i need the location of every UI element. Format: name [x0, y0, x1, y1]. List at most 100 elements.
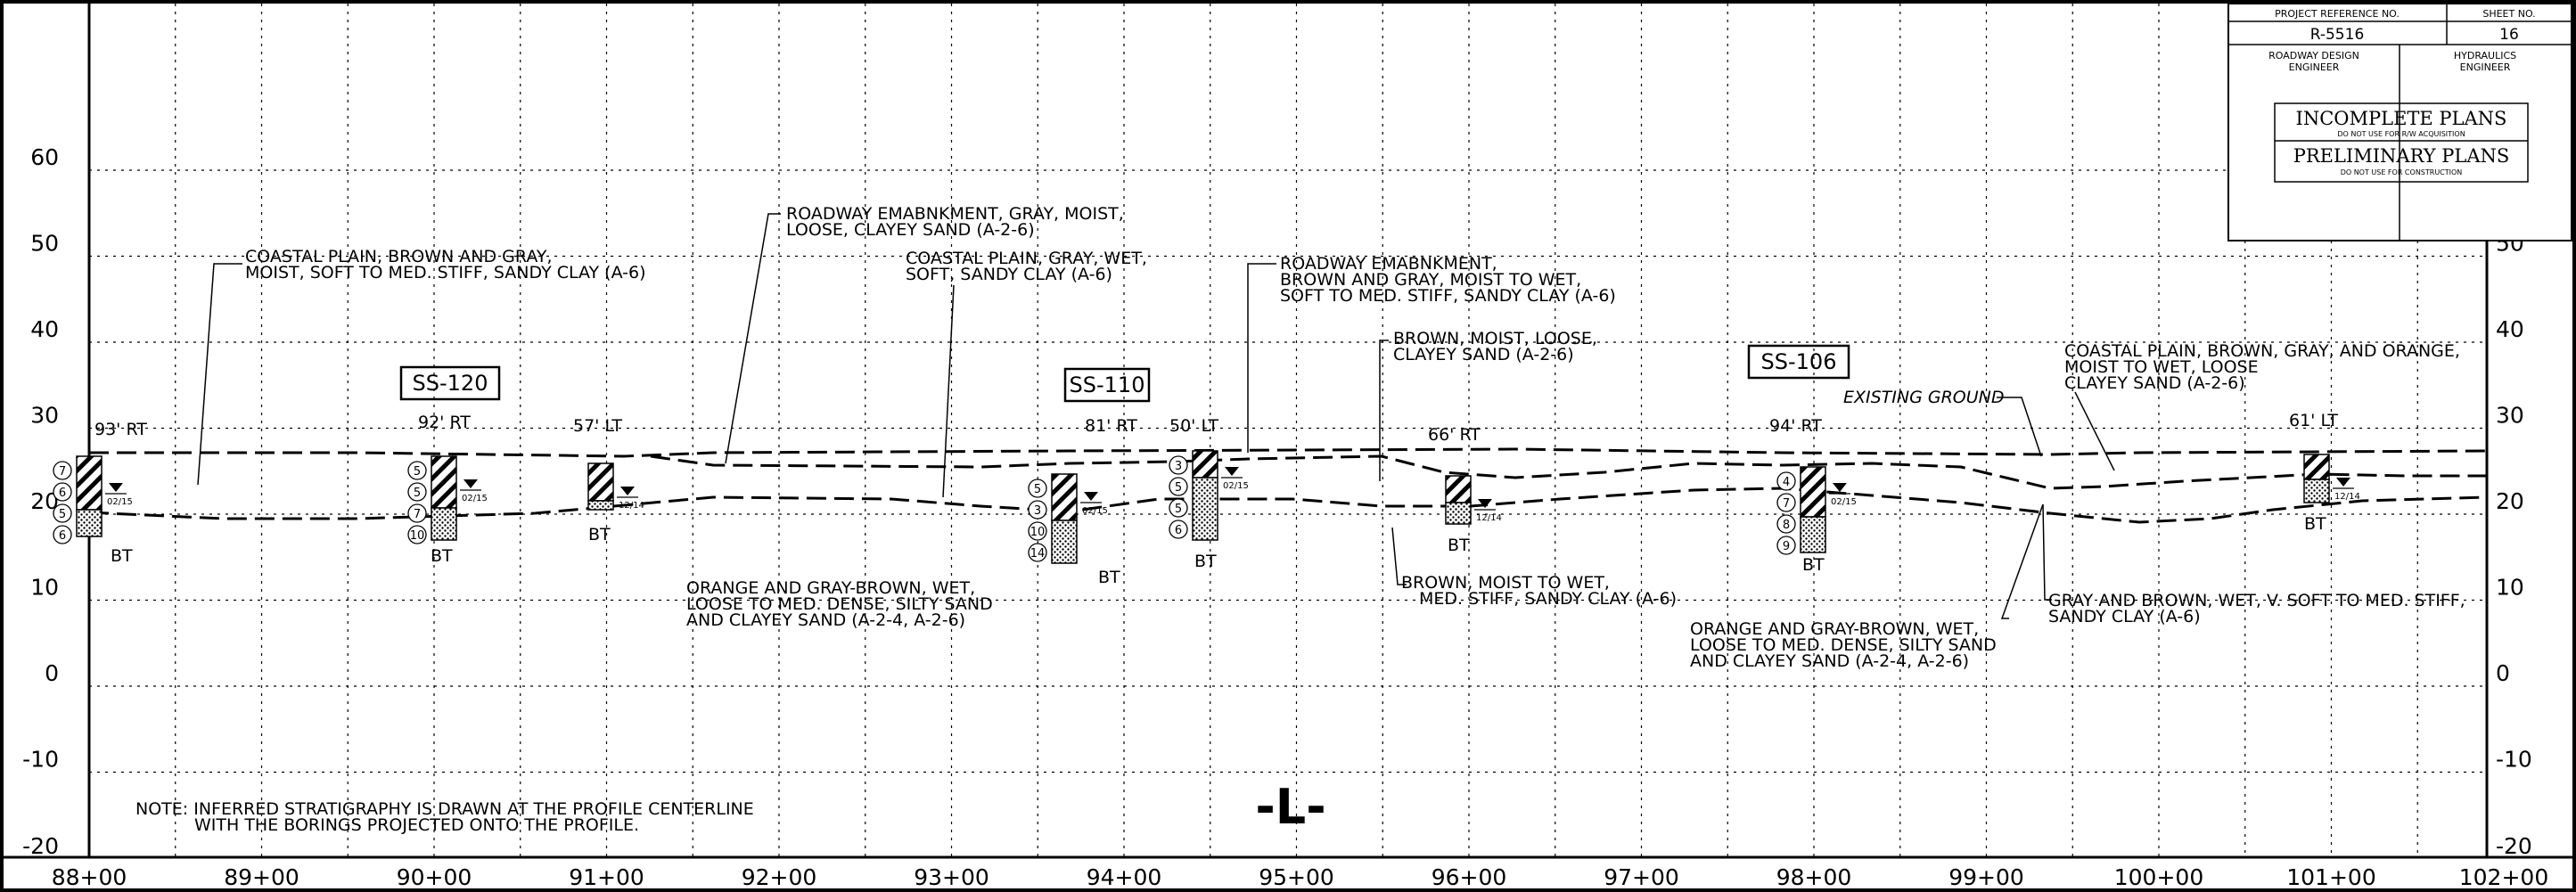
existing-ground-label: EXISTING GROUND	[1843, 388, 2005, 407]
water-table-date: 12/14	[1476, 513, 1502, 523]
water-table-marker	[1225, 467, 1239, 476]
elevation-label-left: 50	[30, 231, 59, 257]
boring-log: 12/14	[587, 462, 644, 511]
blow-count-circle	[53, 461, 72, 480]
station-label: 88+00	[52, 864, 127, 890]
blow-count-circle	[1169, 520, 1188, 539]
blow-count-circle	[1169, 498, 1188, 518]
embankment-bottom-line	[650, 454, 2487, 490]
station-label: 94+00	[1087, 864, 1162, 890]
station-label: 90+00	[397, 864, 472, 890]
hydraulics-label: HYDRAULICS ENGINEER	[2454, 50, 2516, 73]
station-labels: 88+00 89+00 90+00 91+00 92+00 93+00 94+00 95+00…	[52, 864, 2549, 890]
offset-label: 93' RT	[94, 420, 147, 439]
blow-count-value: 5	[1175, 503, 1182, 516]
offset-label: 81' RT	[1085, 416, 1137, 436]
blow-count-value: 5	[59, 508, 66, 521]
incomplete-plans-stamp: INCOMPLETE PLANS	[2296, 108, 2507, 129]
station-label: 98+00	[1776, 864, 1852, 890]
blow-count-value: 6	[1175, 524, 1182, 537]
water-table-date: 02/15	[1223, 481, 1249, 491]
boring-stratum	[1192, 477, 1218, 541]
boring-log: 02/15 7 6 5 6	[53, 455, 133, 544]
bt-label: BT	[2304, 514, 2326, 534]
blow-count-value: 3	[1175, 460, 1182, 473]
elevation-label-left: 30	[30, 403, 59, 429]
boring-log: 02/15 4 7 8 9	[1776, 466, 1857, 555]
offset-label: 92' RT	[418, 413, 471, 432]
blow-count-value: 5	[1034, 483, 1041, 496]
note-roadway-embankment-gray: ROADWAY EMABNKMENT, GRAY, MOIST, LOOSE, C…	[786, 204, 1124, 240]
station-label: 92+00	[742, 864, 817, 890]
station-label: 102+00	[2459, 864, 2548, 890]
bt-label: BT	[431, 546, 453, 566]
blow-count-value: 10	[410, 529, 425, 543]
boring-stratum	[2303, 454, 2330, 480]
offset-label: 66' RT	[1428, 425, 1481, 445]
blow-count-value: 5	[1175, 481, 1182, 495]
profile-grid	[89, 4, 2487, 857]
boring-stratum	[1445, 475, 1472, 503]
blow-count-value: 7	[59, 465, 66, 479]
boring-stratum	[1192, 450, 1218, 479]
boring-stratum	[1051, 473, 1078, 521]
blow-count-value: 7	[414, 508, 421, 521]
incomplete-plans-sub: DO NOT USE FOR R/W ACQUISITION	[2337, 130, 2465, 138]
blow-count-value: 4	[1783, 476, 1790, 489]
elevation-label-right: 40	[2496, 316, 2524, 342]
blow-count-circle	[1776, 514, 1796, 534]
blow-count-circle	[53, 525, 72, 544]
blow-count-value: 5	[414, 487, 421, 500]
roadway-design-label: ROADWAY DESIGN ENGINEER	[2268, 50, 2359, 73]
boring-stratum	[76, 455, 103, 511]
blow-count-circle	[407, 461, 427, 480]
water-table-date: 02/15	[462, 494, 488, 503]
boring-stratum	[587, 500, 614, 511]
station-label: 100+00	[2114, 864, 2203, 890]
station-label: 96+00	[1432, 864, 1507, 890]
general-note: NOTE: INFERRED STRATIGRAPHY IS DRAWN AT …	[135, 799, 754, 835]
water-table-marker	[1478, 499, 1492, 508]
offset-label: 50' LT	[1169, 416, 1218, 436]
elevation-label-left: 40	[30, 316, 59, 342]
bt-label: BT	[1194, 552, 1217, 571]
offset-label: 57' LT	[573, 416, 622, 436]
blow-count-circle	[1169, 455, 1188, 475]
blow-count-circle	[1169, 477, 1188, 496]
water-table-marker	[620, 487, 635, 495]
elevation-label-right: 10	[2496, 575, 2524, 601]
station-label: 93+00	[914, 864, 989, 890]
elevation-label-right: 30	[2496, 403, 2524, 429]
blow-count-circle	[1776, 536, 1796, 555]
blow-count-circle	[53, 482, 72, 502]
bt-label: BT	[1448, 536, 1470, 555]
note-orange-gray-brown-1: ORANGE AND GRAY-BROWN, WET, LOOSE TO MED.…	[686, 578, 993, 630]
boring-stratum	[431, 455, 457, 509]
blow-count-value: 10	[1030, 526, 1046, 539]
boring-id-boxes: SS-120 SS-110 SS-106	[399, 344, 1850, 403]
water-table-date: 02/15	[1082, 506, 1108, 516]
boring-log: 02/15 3 5 5 6	[1169, 450, 1249, 541]
blow-count-value: 7	[1783, 497, 1790, 511]
blow-count-value: 6	[59, 487, 66, 500]
water-table-date: 02/15	[1831, 497, 1857, 507]
offset-label: 94' RT	[1769, 416, 1822, 436]
elevation-label-left: 10	[30, 575, 59, 601]
blow-count-circle	[1028, 500, 1047, 520]
boring-id-ss-110: SS-110	[1070, 372, 1145, 397]
blow-count-circle	[407, 482, 427, 502]
blow-count-value: 14	[1030, 547, 1046, 561]
note-orange-gray-brown-2: ORANGE AND GRAY-BROWN, WET, LOOSE TO MED.…	[1690, 619, 1997, 671]
boring-stratum	[431, 507, 457, 541]
water-table-date: 12/14	[619, 501, 644, 511]
boring-stratum	[1445, 502, 1472, 525]
note-coastal-plain-gray-wet: COASTAL PLAIN, GRAY, WET, SOFT, SANDY CLA…	[906, 249, 1147, 284]
boring-log: 12/14	[1445, 475, 1502, 525]
water-table-marker	[109, 483, 123, 492]
note-gray-and-brown: GRAY AND BROWN, WET, V. SOFT TO MED. STI…	[2048, 591, 2465, 626]
bt-label: BT	[588, 525, 611, 544]
boring-terminated-labels: BT BT BT BT BT BT BT BT	[111, 514, 2326, 587]
